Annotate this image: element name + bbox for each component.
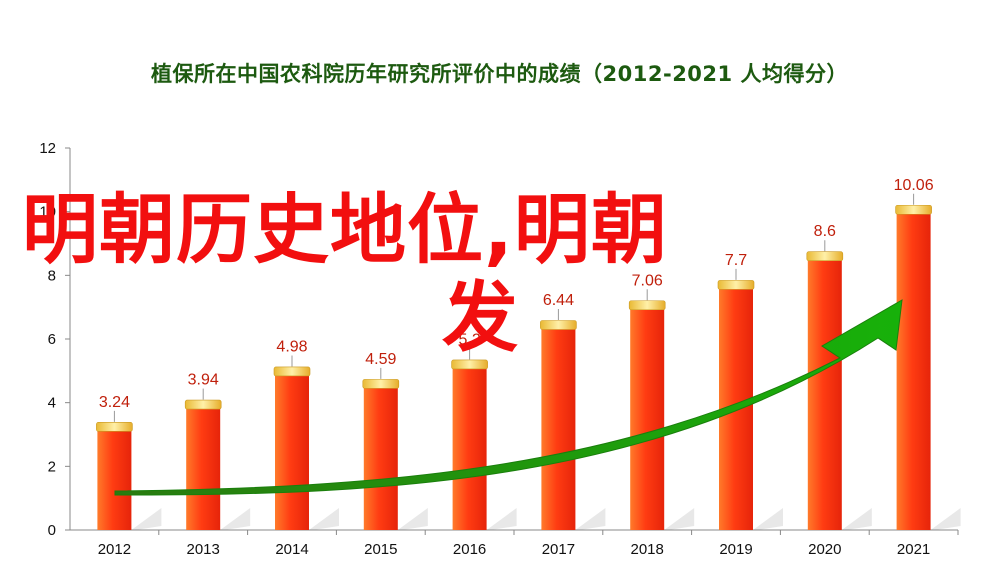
x-tick-label: 2018: [631, 541, 664, 558]
y-tick-label: 2: [48, 458, 56, 475]
bar: [807, 256, 842, 530]
trend-arrow-shape: [114, 299, 903, 496]
bar-shadow: [575, 508, 606, 530]
data-label: 4.59: [365, 351, 396, 368]
x-tick-label: 2013: [187, 541, 220, 558]
data-label: 4.98: [276, 338, 307, 355]
bar-shadow: [930, 508, 961, 530]
bar: [630, 305, 665, 530]
data-label: 8.6: [814, 223, 836, 240]
bar-cap: [451, 359, 488, 370]
x-tick-label: 2017: [542, 541, 575, 558]
overlay-title: 明朝历史地位,明朝 发: [22, 186, 922, 362]
bar-shadow: [753, 508, 783, 530]
x-tick-label: 2012: [98, 541, 131, 558]
bar: [452, 364, 487, 530]
bar-cap: [96, 422, 133, 432]
x-tick-label: 2019: [719, 541, 752, 558]
y-tick-label: 12: [39, 140, 56, 157]
bar-shadow: [841, 508, 872, 530]
bar-cap: [273, 366, 311, 377]
data-label: 6.44: [543, 292, 574, 309]
data-label: 7.7: [725, 252, 747, 269]
bar: [896, 209, 931, 531]
data-label: 7.06: [632, 272, 663, 289]
x-tick-label: 2015: [364, 541, 397, 558]
trend-arrow: [114, 299, 903, 496]
x-tick-label: 2021: [897, 541, 930, 558]
bar-shadow: [309, 508, 339, 530]
bar-cap: [628, 300, 666, 311]
bar-shadow: [220, 508, 251, 530]
bar-cap: [806, 251, 844, 262]
bar: [97, 426, 132, 530]
bar-shadow: [664, 508, 695, 530]
bar-shadow: [131, 508, 162, 530]
bar-cap: [717, 280, 755, 290]
data-labels: 3.24 3.94 4.98 4.59 5.2 6.44 7.06 7.7 8.6 10.06: [99, 177, 934, 422]
bar-cap: [184, 399, 222, 410]
y-tick-label: 10: [39, 204, 56, 221]
overlay-title-line2: 发: [442, 273, 519, 362]
bar-cap: [540, 320, 577, 330]
data-label: 5.2: [458, 331, 480, 348]
bar-shadow: [397, 508, 428, 530]
x-tick-label: 2016: [453, 541, 486, 558]
bar: [186, 404, 221, 530]
bar-cap: [362, 379, 400, 389]
data-label: 10.06: [894, 177, 934, 194]
y-tick-label: 4: [48, 395, 56, 412]
overlay-title-line1: 明朝历史地位,明朝: [22, 185, 668, 274]
bar: [275, 371, 309, 530]
x-tick-label: 2014: [275, 541, 308, 558]
y-tick-label: 8: [48, 267, 56, 284]
bar: [541, 324, 576, 530]
data-label: 3.24: [99, 394, 130, 411]
y-tick-label: 0: [48, 522, 56, 539]
chart-title: 植保所在中国农科院历年研究所评价中的成绩（2012-2021 人均得分）: [151, 62, 848, 86]
bar-shadows: [131, 508, 961, 530]
bar: [363, 383, 398, 530]
bar-cap: [895, 204, 932, 215]
x-tick-label: 2020: [808, 541, 841, 558]
data-label: 3.94: [188, 372, 219, 389]
y-tick-label: 6: [48, 331, 56, 348]
bar-shadow: [486, 508, 517, 530]
bars: [96, 204, 932, 531]
